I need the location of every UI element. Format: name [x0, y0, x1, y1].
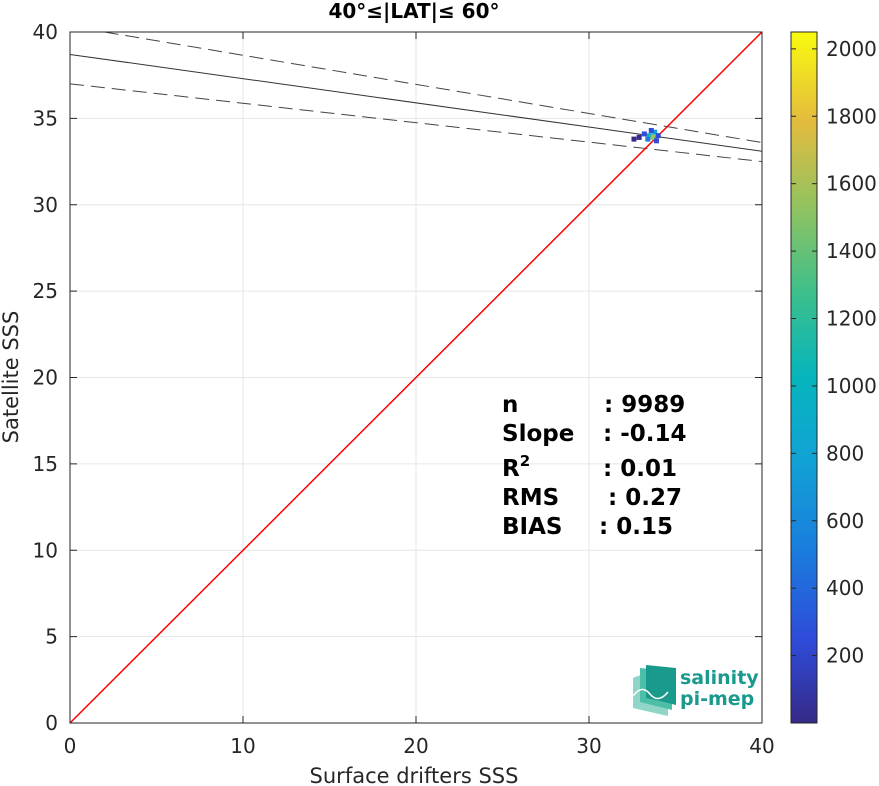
y-tick-label: 30 [33, 193, 58, 217]
y-tick-label: 40 [33, 20, 58, 44]
y-tick-label: 25 [33, 279, 58, 303]
colorbar-tick-label: 200 [826, 644, 864, 668]
y-axis-label: Satellite SSS [0, 311, 23, 444]
chart-title: 40°≤|LAT|≤ 60° [328, 0, 499, 23]
stat-value: : 0.01 [603, 456, 677, 482]
density-point [647, 133, 653, 139]
colorbar [790, 31, 818, 724]
colorbar-tick-label: 600 [826, 509, 864, 533]
stat-label: BIAS [502, 514, 562, 540]
identity-line [70, 32, 762, 723]
density-point [636, 134, 642, 140]
y-tick-label: 0 [45, 711, 58, 735]
fit-lower-line [70, 83, 762, 163]
y-tick-label: 10 [33, 538, 58, 562]
colorbar-tick-label: 1200 [826, 307, 877, 331]
y-axis: 0 5 10 15 20 25 30 35 40 [33, 20, 762, 735]
colorbar-tick-label: 1400 [826, 239, 877, 263]
stat-value: : -0.14 [603, 421, 687, 447]
y-tick-label: 20 [33, 366, 58, 390]
x-axis: 0 10 20 30 40 [64, 32, 775, 758]
density-point [648, 127, 654, 133]
density-points [631, 127, 661, 144]
logo-line2: pi-mep [680, 688, 754, 710]
stat-value: : 9989 [604, 392, 685, 418]
density-point [655, 133, 661, 139]
x-axis-label: Surface drifters SSS [310, 764, 519, 786]
waves-icon [632, 665, 676, 716]
x-tick-label: 40 [749, 734, 774, 758]
y-tick-label: 15 [33, 452, 58, 476]
colorbar-tick-label: 800 [826, 441, 864, 465]
x-tick-label: 20 [403, 734, 428, 758]
y-tick-label: 5 [45, 625, 58, 649]
stat-value: : 0.15 [599, 514, 673, 540]
y-tick-label: 35 [33, 106, 58, 130]
density-point [653, 138, 659, 144]
density-point [650, 134, 656, 140]
density-point [645, 136, 651, 142]
stat-label: RMS [502, 485, 559, 511]
colorbar-tick-label: 400 [826, 576, 864, 600]
density-point [641, 131, 647, 137]
colorbar-tick-label: 1600 [826, 172, 877, 196]
fit-upper-line [104, 32, 762, 144]
stat-value: : 0.27 [608, 485, 682, 511]
x-tick-label: 0 [64, 734, 77, 758]
logo-line1: salinity [680, 667, 759, 689]
colorbar-tick-label: 1800 [826, 104, 877, 128]
stat-label: Slope [502, 421, 574, 447]
stat-label-superscript: 2 [520, 452, 530, 470]
colorbar-tick-label: 1000 [826, 374, 877, 398]
density-point [652, 129, 658, 135]
colorbar-ticks: 200 400 600 800 1000 1200 1400 1600 1800 2000 [791, 37, 877, 668]
x-tick-label: 10 [230, 734, 255, 758]
x-tick-label: 30 [576, 734, 601, 758]
stat-label: n [502, 392, 518, 418]
density-point [631, 136, 637, 142]
salinity-pi-mep-logo: salinity pi-mep [632, 665, 759, 716]
colorbar-tick-label: 2000 [826, 37, 877, 61]
